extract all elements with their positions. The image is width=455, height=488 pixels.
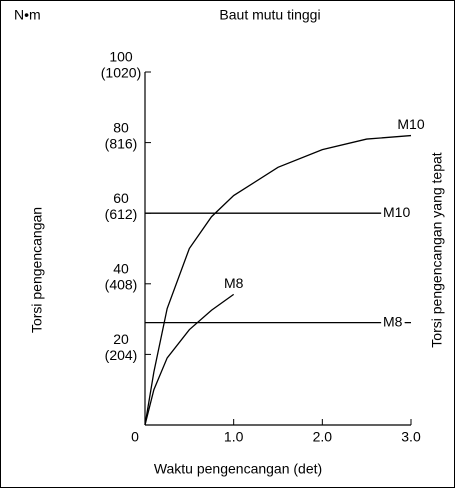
y-tick-sublabel: (612)	[105, 206, 138, 222]
y2-axis-label: Torsi pengencangan yang tepat	[429, 152, 445, 347]
unit-label: N•m	[14, 7, 41, 23]
x-tick-label: 2.0	[313, 429, 333, 445]
x-tick-label: 1.0	[224, 429, 244, 445]
series-label: M10	[383, 204, 410, 220]
y-tick-label: 100	[109, 49, 133, 65]
x-tick-label: 0	[131, 429, 139, 445]
series-label: M10	[397, 116, 424, 132]
y-tick-label: 60	[113, 190, 129, 206]
series-line	[144, 293, 235, 426]
series-label: M8	[383, 313, 403, 329]
y-tick-sublabel: (204)	[105, 347, 138, 363]
x-tick-label: 3.0	[401, 429, 421, 445]
y-tick-sublabel: (1020)	[101, 65, 141, 81]
y-tick-sublabel: (408)	[105, 277, 138, 293]
y-axis-label: Torsi pengencangan	[29, 207, 45, 333]
y-tick-sublabel: (816)	[105, 135, 138, 151]
series-line	[144, 134, 412, 426]
y-tick-label: 20	[113, 331, 129, 347]
series-label: M8	[224, 275, 244, 291]
y-tick-label: 80	[113, 119, 129, 135]
chart-title: Baut mutu tinggi	[219, 7, 320, 23]
y-tick-label: 40	[113, 261, 129, 277]
x-axis-label: Waktu pengencangan (det)	[154, 461, 322, 477]
